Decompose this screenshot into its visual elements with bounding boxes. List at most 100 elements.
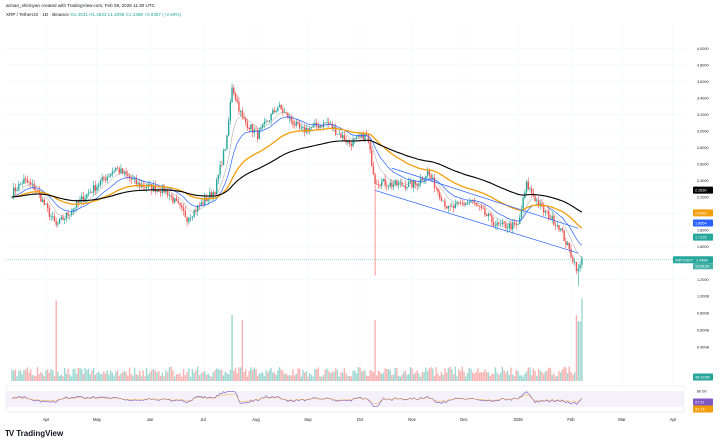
volume-bar xyxy=(251,369,254,381)
volume-bar xyxy=(282,370,284,381)
candle-body xyxy=(548,211,550,220)
volume-bar xyxy=(329,373,332,381)
candle-body xyxy=(366,133,368,135)
volume-bar xyxy=(156,372,158,381)
candle-body xyxy=(182,207,185,211)
candle-body xyxy=(357,135,359,137)
volume-bar xyxy=(536,375,538,381)
candle-body xyxy=(161,185,164,193)
volume-tick-label: 1.000B xyxy=(697,295,710,299)
candle-body xyxy=(120,168,122,173)
volume-bar xyxy=(172,370,174,381)
candle-body xyxy=(243,116,245,119)
candle-body xyxy=(113,171,115,172)
candle-body xyxy=(207,198,209,202)
candle-body xyxy=(151,184,153,191)
candle-body xyxy=(53,216,56,222)
volume-bar xyxy=(399,376,401,381)
axes: 4.0000 3.8000 3.6000 3.4000 3.2000 3.0000 2.80… xyxy=(43,47,710,422)
volume-bar xyxy=(191,369,194,381)
volume-bar xyxy=(103,371,105,381)
candle-body xyxy=(145,187,148,188)
volume-bar xyxy=(198,375,201,381)
volume-bar xyxy=(513,376,516,381)
price-tick-label: 1.2000 xyxy=(697,278,709,282)
volume-bar xyxy=(256,375,259,381)
candle-body xyxy=(74,208,76,209)
candle-body xyxy=(48,207,51,217)
candle-body xyxy=(273,110,276,112)
candle-body xyxy=(527,181,529,190)
volume-bar xyxy=(24,370,27,381)
candle-body xyxy=(534,196,536,201)
candle-body xyxy=(340,133,342,138)
tradingview-logo: TV TradingView xyxy=(5,429,63,438)
volume-bar xyxy=(278,367,281,381)
candle-body xyxy=(227,120,230,136)
volume-bar xyxy=(26,367,28,381)
volume-bar xyxy=(506,370,509,381)
volume-bar xyxy=(152,369,155,381)
volume-bar xyxy=(579,321,581,381)
candle-body xyxy=(513,222,516,224)
volume-bar xyxy=(130,373,132,381)
candle-body xyxy=(250,124,252,130)
candle-body xyxy=(492,222,495,227)
candle-body xyxy=(367,134,370,143)
volume-bar xyxy=(82,373,85,381)
volume-bar xyxy=(262,372,264,381)
candle-body xyxy=(191,216,194,218)
volume-bar xyxy=(295,373,297,381)
ema-fast-line xyxy=(11,112,582,257)
volume-bar xyxy=(350,376,353,381)
volume-bar xyxy=(133,367,136,381)
time-tick-label: Apr xyxy=(43,417,50,422)
candle-body xyxy=(317,126,320,129)
volume-bar xyxy=(14,369,17,381)
candle-body xyxy=(239,110,242,112)
volume-bar xyxy=(340,372,342,381)
candle-body xyxy=(303,126,306,133)
rsi-value-tag-bg xyxy=(693,398,713,406)
candle-body xyxy=(168,195,171,196)
volume-bar xyxy=(43,376,45,381)
volume-bar xyxy=(386,369,388,381)
candle-body xyxy=(456,202,458,204)
volume-bar xyxy=(530,375,533,381)
volume-bar xyxy=(48,372,51,381)
rsi-tick-label: 80.00 xyxy=(697,390,707,394)
candle-body xyxy=(238,101,240,112)
candle-body xyxy=(198,205,201,207)
volume-bar xyxy=(470,368,472,381)
volume-bar xyxy=(40,371,42,381)
candle-body xyxy=(428,171,431,175)
volume-bar xyxy=(154,370,156,381)
candle-body xyxy=(418,183,420,186)
candle-body xyxy=(482,208,484,209)
volume-bar xyxy=(72,369,74,381)
volume-bar xyxy=(41,373,44,381)
candle-body xyxy=(118,168,120,173)
volume-bar xyxy=(193,372,195,381)
countdown-bg xyxy=(693,263,713,270)
volume-bar xyxy=(207,373,209,381)
volume-bar xyxy=(263,376,266,381)
volume-bar xyxy=(302,369,304,381)
volume-bar xyxy=(188,368,190,381)
volume-bar xyxy=(442,374,444,381)
candle-body xyxy=(96,186,98,191)
candle-body xyxy=(267,120,269,122)
volume-bar xyxy=(568,366,570,381)
volume-value-tag-bg xyxy=(693,373,713,381)
volume-bar xyxy=(277,370,279,381)
candle-body xyxy=(505,223,507,229)
candle-body xyxy=(106,176,108,181)
volume-bar xyxy=(461,366,463,381)
candle-body xyxy=(186,217,188,222)
volume-bar xyxy=(272,372,274,381)
volume-bar xyxy=(529,367,531,381)
volume-bar xyxy=(364,370,366,381)
candle-body xyxy=(181,205,183,208)
candle-body xyxy=(423,179,425,181)
